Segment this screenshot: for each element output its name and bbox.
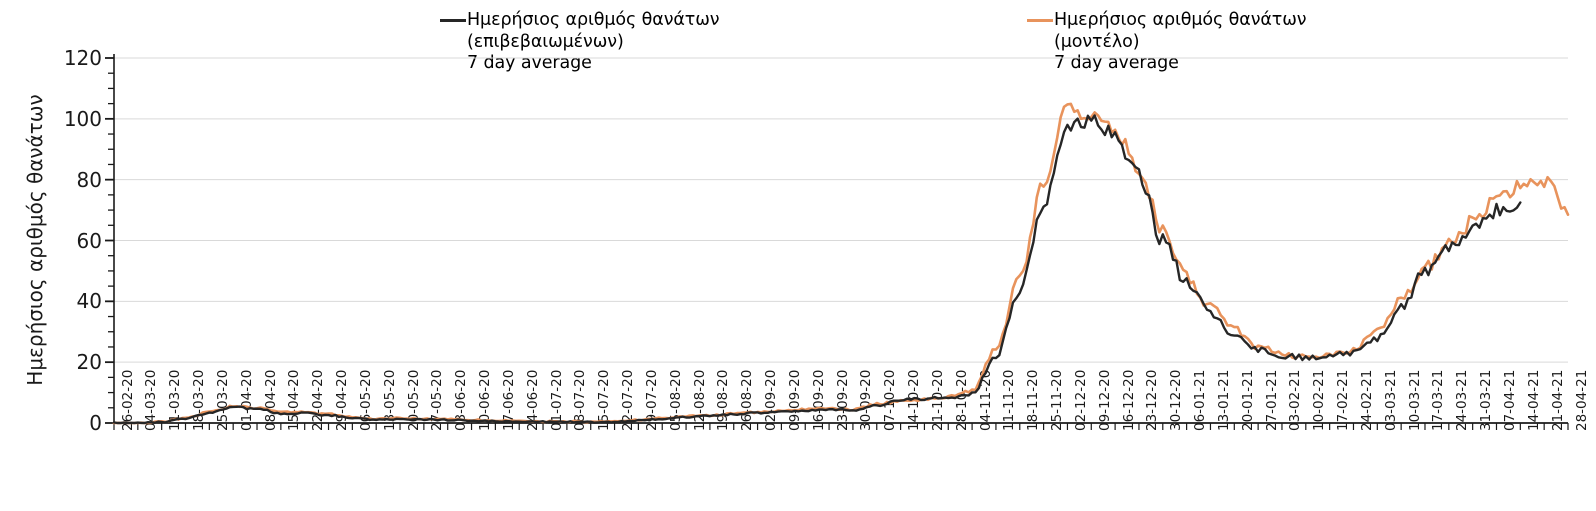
series-line-confirmed: [112, 114, 1522, 425]
y-tick-label: 60: [76, 228, 102, 253]
y-tick-label: 40: [76, 289, 102, 314]
y-tick-label: 20: [76, 350, 102, 375]
y-tick-label: 80: [76, 167, 102, 192]
y-tick-label: 100: [63, 106, 102, 131]
y-tick-label: 0: [89, 411, 102, 435]
series-line-model: [112, 102, 1570, 425]
y-axis-tick-labels: 0 20 40 60 80 100 120: [32, 0, 102, 511]
y-tick-label: 120: [63, 46, 102, 70]
